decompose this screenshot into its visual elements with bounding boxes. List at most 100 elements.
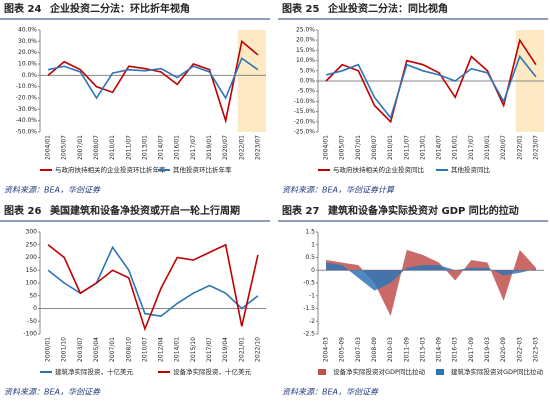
source: 资料来源：BEA，华创证券 [4, 388, 101, 397]
x-tick-label: 2023/07 [254, 135, 261, 160]
x-tick-label: 2008-09 [371, 337, 378, 362]
x-tick-label: 2022/10 [254, 337, 261, 362]
x-tick-label: 2016-03 [452, 337, 459, 362]
y-tick-label: -30.0% [16, 106, 38, 113]
y-tick-label: 25.0% [296, 27, 315, 34]
figure-label: 图表 27 [282, 204, 319, 217]
y-tick-label: -1.5 [303, 305, 315, 312]
x-tick-label: 2019/01 [484, 135, 491, 160]
x-tick-label: 2007/01 [355, 135, 362, 160]
x-tick-label: 2003/07 [77, 337, 84, 362]
y-tick-label: -0.5 [303, 280, 315, 287]
x-tick-label: 2020-09 [500, 337, 507, 362]
y-tick-label: 1 [311, 241, 315, 248]
x-tick-label: 2004/01 [323, 135, 330, 160]
x-tick-label: 2005/07 [61, 135, 68, 160]
y-tick-label: 0 [311, 267, 315, 274]
y-tick-label: 150 [26, 267, 38, 274]
y-tick-label: 1.5 [305, 229, 315, 236]
figure-label: 图表 25 [282, 2, 319, 15]
chart-title: 企业投资二分法：同比视角 [327, 2, 448, 15]
y-tick-label: 20.0% [296, 37, 315, 44]
x-tick-label: 2015/10 [190, 337, 197, 362]
x-tick-label: 2021/01 [238, 337, 245, 362]
y-tick-label: 5.0% [300, 67, 316, 74]
chart-title: 建筑和设备净实际投资对 GDP 同比的拉动 [327, 204, 519, 217]
x-tick-label: 2005/07 [339, 135, 346, 160]
y-tick-label: -5.0% [298, 88, 316, 95]
legend-swatch [436, 369, 444, 375]
y-tick-label: 250 [26, 241, 38, 248]
x-tick-label: 2012/04 [158, 337, 165, 362]
y-tick-label: 200 [26, 254, 38, 261]
y-tick-label: 100 [26, 280, 38, 287]
line [47, 57, 259, 100]
y-tick-label: 0.0% [22, 72, 38, 79]
x-tick-label: 2011-09 [403, 337, 410, 362]
y-tick-label: -20.0% [294, 118, 316, 125]
x-tick-label: 2010/01 [109, 135, 116, 160]
figure-label: 图表 26 [4, 204, 41, 217]
highlight [237, 30, 266, 132]
x-tick-label: 2014-09 [436, 337, 443, 362]
x-tick-label: 2014/01 [174, 337, 181, 362]
line [47, 245, 259, 317]
y-tick-label: 50 [29, 292, 37, 299]
area [326, 249, 536, 317]
x-tick-label: 2007/01 [77, 135, 84, 160]
y-tick-label: 15.0% [296, 47, 315, 54]
y-tick-label: -50.0% [16, 129, 38, 136]
x-tick-label: 2004-03 [323, 337, 330, 362]
y-tick-label: -15.0% [294, 108, 316, 115]
y-tick-label: 10.0% [296, 57, 315, 64]
x-tick-label: 2008/07 [371, 135, 378, 160]
x-tick-label: 2013-03 [419, 337, 426, 362]
x-tick-label: 2014/07 [436, 135, 443, 160]
x-tick-label: 2022-03 [516, 337, 523, 362]
x-tick-label: 2020/07 [222, 135, 229, 160]
line [47, 39, 259, 124]
line [325, 38, 537, 124]
x-tick-label: 2023-03 [532, 337, 539, 362]
x-tick-label: 2020/07 [500, 135, 507, 160]
y-tick-label: -40.0% [16, 117, 38, 124]
line [47, 243, 259, 332]
y-tick-label: -100 [23, 331, 37, 338]
source: 资料来源：BEA，华创证券 [4, 186, 101, 195]
y-tick-label: 20.0% [18, 49, 37, 56]
x-tick-label: 2011/07 [403, 135, 410, 160]
x-tick-label: 2007/01 [109, 337, 116, 362]
y-tick-label: -10.0% [16, 83, 38, 90]
x-tick-label: 2005-09 [339, 337, 346, 362]
legend-label: 建筑净实际投资对GDP同比拉动 [451, 367, 543, 376]
y-tick-label: 0.5 [305, 254, 315, 261]
source: 资料来源：BEA，华创证券 [282, 388, 379, 397]
legend-label: 设备净实际投资，十亿美元 [173, 367, 252, 376]
legend-label: 设备净实际投资对GDP同比拉动 [333, 367, 425, 376]
legend-label: 其他投资同比 [451, 165, 491, 174]
y-tick-label: 40.0% [18, 27, 37, 34]
x-tick-label: 2022/01 [516, 135, 523, 160]
x-tick-label: 2019-03 [484, 337, 491, 362]
x-tick-label: 2016/01 [174, 135, 181, 160]
x-tick-label: 2010-03 [387, 337, 394, 362]
x-tick-label: 2017-09 [468, 337, 475, 362]
y-tick-label: 300 [26, 229, 38, 236]
y-tick-label: -2 [309, 318, 315, 325]
y-tick-label: -20.0% [16, 95, 38, 102]
x-tick-label: 2011/07 [125, 135, 132, 160]
x-tick-label: 2016/01 [452, 135, 459, 160]
chart-title: 美国建筑和设备净投资或开启一轮上行周期 [50, 204, 240, 217]
x-tick-label: 2019/01 [206, 135, 213, 160]
x-tick-label: 2004/01 [45, 135, 52, 160]
y-tick-label: -50 [27, 318, 37, 325]
legend-label: 其他投资环比折年率 [173, 165, 232, 174]
y-tick-label: -2.5 [303, 331, 315, 338]
x-tick-label: 2010/01 [387, 135, 394, 160]
x-tick-label: 2022/01 [238, 135, 245, 160]
y-tick-label: 30.0% [18, 38, 37, 45]
x-tick-label: 2013/01 [419, 135, 426, 160]
x-tick-label: 2008/07 [93, 135, 100, 160]
y-tick-label: -25.0% [294, 129, 316, 136]
